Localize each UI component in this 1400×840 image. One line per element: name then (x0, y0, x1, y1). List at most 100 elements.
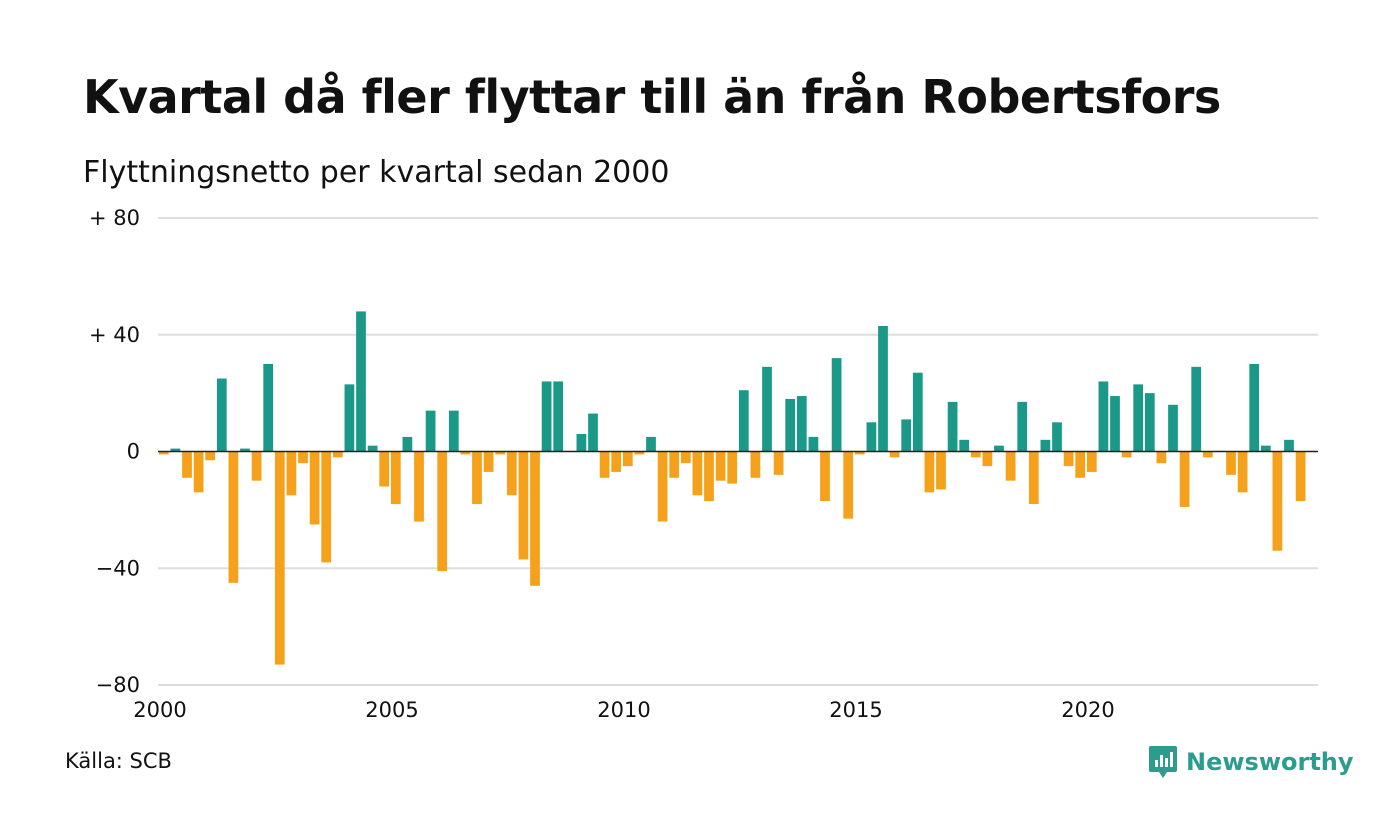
bar (1179, 451, 1190, 507)
bar (263, 363, 274, 452)
bar (1202, 451, 1213, 458)
bar (1237, 451, 1248, 493)
bar (1017, 401, 1028, 452)
bar (1098, 381, 1109, 452)
bar (437, 451, 448, 572)
bar (390, 451, 401, 505)
y-tick-label: −80 (96, 673, 140, 697)
newsworthy-logo-icon (1149, 746, 1177, 778)
bar (1133, 384, 1144, 452)
y-tick-label: + 80 (89, 206, 140, 230)
bar (715, 451, 726, 481)
bar (866, 422, 877, 452)
bar (924, 451, 935, 493)
bar (692, 451, 703, 496)
bar (878, 325, 888, 452)
bar (553, 381, 564, 452)
bar (611, 451, 622, 472)
bar (414, 451, 424, 522)
bar (808, 436, 819, 452)
x-tick-label: 2005 (365, 698, 418, 722)
bar (506, 451, 517, 496)
bar (518, 451, 529, 560)
bar (298, 451, 308, 464)
bar (495, 451, 506, 455)
bar (205, 451, 216, 461)
x-tick-label: 2020 (1061, 698, 1114, 722)
bar (889, 451, 900, 458)
bar (762, 366, 772, 452)
bar (796, 396, 807, 452)
bar (1075, 451, 1086, 478)
bar (750, 451, 761, 478)
y-tick-label: −40 (96, 556, 140, 580)
brand-name: Newsworthy (1186, 748, 1354, 776)
bar (541, 381, 552, 452)
bar (947, 401, 958, 452)
bar (448, 410, 459, 452)
bar (738, 390, 749, 452)
bar (240, 448, 250, 452)
bar (1249, 363, 1260, 452)
bar (425, 410, 436, 452)
bar (1121, 451, 1132, 458)
bar (460, 451, 471, 455)
bar (309, 451, 320, 525)
bar (982, 451, 993, 467)
bar (228, 451, 239, 583)
bar (1272, 451, 1283, 551)
bar (901, 419, 912, 452)
bar (843, 451, 854, 519)
bar (1110, 396, 1120, 452)
bar (1144, 393, 1155, 452)
bar (286, 451, 297, 496)
bar (193, 451, 204, 493)
bar (1063, 451, 1074, 467)
bar (472, 451, 482, 505)
bar (994, 445, 1004, 452)
bar (367, 445, 378, 452)
bar (622, 451, 633, 467)
bar (646, 436, 656, 452)
x-tick-label: 2000 (133, 698, 186, 722)
bar (321, 451, 332, 563)
bar (1226, 451, 1236, 475)
bar (831, 358, 842, 452)
bars (158, 311, 1306, 665)
bar (1260, 445, 1271, 452)
bar (576, 433, 587, 452)
bar (1086, 451, 1097, 472)
bar (912, 372, 923, 452)
bar (970, 451, 981, 458)
bar (170, 448, 181, 452)
chart-subtitle: Flyttningsnetto per kvartal sedan 2000 (83, 155, 670, 190)
brand-logo[interactable]: Newsworthy (1148, 744, 1354, 780)
bar (344, 384, 355, 452)
y-tick-label: + 40 (89, 323, 140, 347)
bar (773, 451, 784, 475)
bar (854, 451, 865, 455)
bar (820, 451, 830, 502)
bar (1040, 439, 1051, 452)
bar (216, 378, 227, 452)
bar (158, 451, 169, 455)
bar (251, 451, 262, 481)
chart-title: Kvartal då fler flyttar till än från Rob… (83, 70, 1221, 124)
bar (483, 451, 494, 472)
bar (959, 439, 970, 452)
bar (669, 451, 680, 478)
gridlines (158, 217, 1318, 686)
bar (588, 413, 598, 452)
bar (530, 451, 540, 586)
bar (936, 451, 946, 490)
bar (332, 451, 343, 458)
y-axis-ticks: + 80 + 40 0 −40 −80 (89, 206, 140, 697)
bar (704, 451, 714, 502)
bar (1156, 451, 1167, 464)
bar (1005, 451, 1016, 481)
bar (1168, 404, 1178, 452)
bar (680, 451, 691, 464)
x-tick-label: 2010 (597, 698, 650, 722)
y-tick-label: 0 (127, 440, 140, 464)
bar (182, 451, 192, 478)
